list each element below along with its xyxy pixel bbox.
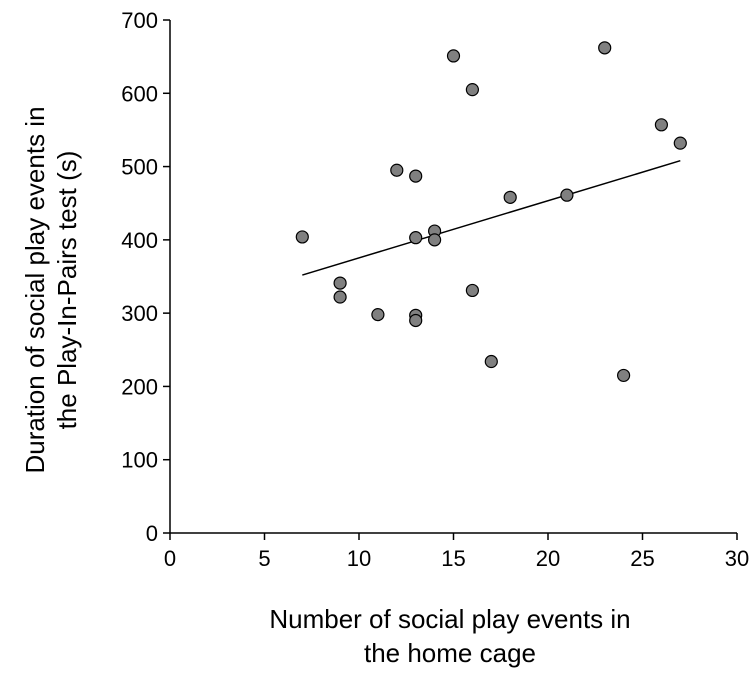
x-axis-title-line-1: Number of social play events in <box>269 604 630 634</box>
data-point <box>616 368 631 383</box>
x-tick-label: 10 <box>347 546 371 571</box>
data-point <box>598 41 612 55</box>
y-tick-label: 100 <box>121 448 158 473</box>
data-point <box>371 308 385 322</box>
data-point <box>409 313 423 328</box>
data-point <box>503 190 517 204</box>
trendline <box>302 159 681 276</box>
x-tick-label: 30 <box>725 546 749 571</box>
y-axis-title-line-2: the Play-In-Pairs test (s) <box>52 151 82 430</box>
y-tick-label: 500 <box>121 155 158 180</box>
data-point <box>333 290 347 304</box>
data-point <box>409 169 423 183</box>
y-tick-label: 300 <box>121 301 158 326</box>
data-point <box>409 231 423 245</box>
y-axis: 0 100 200 300 400 500 600 700 <box>121 8 171 546</box>
data-point <box>560 188 574 202</box>
y-tick-label: 0 <box>146 521 158 546</box>
y-tick-label: 600 <box>121 81 158 106</box>
x-tick-label: 15 <box>441 546 465 571</box>
data-point <box>390 163 404 177</box>
y-tick-label: 200 <box>121 374 158 399</box>
y-tick-label: 400 <box>121 228 158 253</box>
x-tick-label: 20 <box>536 546 560 571</box>
data-point <box>333 276 347 290</box>
data-point <box>428 233 442 247</box>
data-point <box>465 283 479 298</box>
trendline-group <box>302 159 681 276</box>
x-tick-label: 25 <box>630 546 654 571</box>
y-tick-label: 700 <box>121 8 158 33</box>
data-point <box>673 136 687 150</box>
data-point <box>465 83 479 97</box>
y-axis-title-line-1: Duration of social play events in <box>20 106 50 473</box>
data-point <box>446 49 461 63</box>
data-point <box>654 118 669 132</box>
x-axis: 0 5 10 15 20 25 30 <box>164 532 749 571</box>
x-tick-label: 5 <box>258 546 270 571</box>
data-point <box>484 354 498 369</box>
data-point <box>295 230 309 244</box>
data-points <box>295 41 687 383</box>
x-tick-label: 0 <box>164 546 176 571</box>
x-axis-title-line-2: the home cage <box>364 638 536 668</box>
